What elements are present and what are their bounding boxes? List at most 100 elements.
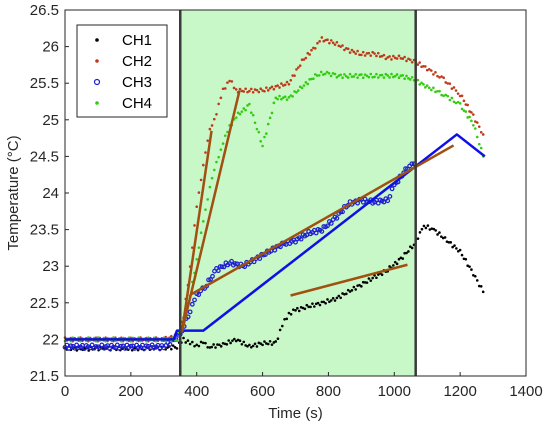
data-point <box>204 341 207 345</box>
data-point <box>460 107 464 111</box>
data-point <box>470 119 473 123</box>
data-point <box>270 85 274 89</box>
data-point <box>436 89 439 93</box>
data-point <box>261 343 264 347</box>
data-point <box>363 281 367 284</box>
data-point <box>265 86 268 89</box>
data-point <box>438 231 441 234</box>
data-point <box>434 229 437 232</box>
data-point <box>448 98 452 102</box>
data-point <box>231 339 234 342</box>
data-point <box>416 63 420 66</box>
data-point <box>304 81 308 84</box>
data-point <box>393 74 397 78</box>
data-point <box>297 89 300 92</box>
data-point <box>287 95 291 99</box>
data-point <box>380 54 384 58</box>
data-point <box>470 111 473 114</box>
data-point <box>325 70 329 74</box>
data-point <box>283 83 287 87</box>
data-point <box>307 305 310 309</box>
data-point <box>206 346 209 349</box>
x-axis: 0 200 400 600 800 1000 1200 1400 <box>61 372 543 400</box>
data-point <box>341 44 344 47</box>
data-point <box>272 87 276 91</box>
data-point <box>422 83 425 86</box>
data-point <box>300 58 304 62</box>
data-point <box>234 339 238 343</box>
data-point <box>392 264 395 267</box>
data-point <box>214 346 217 349</box>
data-point <box>107 346 112 351</box>
data-point <box>397 54 401 58</box>
data-point <box>401 257 405 260</box>
data-point <box>450 87 454 90</box>
data-point <box>473 127 477 130</box>
data-point <box>403 55 406 59</box>
data-point <box>363 73 367 76</box>
x-tick-label: 800 <box>316 383 341 400</box>
data-point <box>276 337 280 341</box>
data-point <box>410 60 414 64</box>
data-point <box>219 345 223 348</box>
data-point <box>345 74 348 78</box>
data-point <box>255 127 259 131</box>
data-point <box>382 76 386 79</box>
data-point <box>167 342 173 347</box>
data-point <box>352 75 356 78</box>
data-point <box>197 191 201 194</box>
data-point <box>244 87 247 91</box>
data-point <box>438 76 441 79</box>
data-point <box>333 43 337 46</box>
data-point <box>458 94 462 98</box>
data-point <box>313 305 316 308</box>
data-point <box>388 76 391 79</box>
data-point <box>365 281 369 284</box>
data-point <box>424 86 427 89</box>
data-point <box>276 97 279 101</box>
data-point <box>358 53 361 57</box>
data-point <box>408 78 412 81</box>
y-tick-label: 21.5 <box>30 368 59 385</box>
data-point <box>212 168 216 172</box>
data-point <box>308 53 311 56</box>
data-point <box>268 86 272 90</box>
data-point <box>251 344 255 348</box>
data-point <box>255 88 259 92</box>
data-point <box>449 241 453 244</box>
fit-line <box>65 133 486 341</box>
data-point <box>369 72 373 76</box>
data-point <box>246 344 249 348</box>
data-point <box>422 64 425 68</box>
x-axis-label: Time (s) <box>268 405 322 422</box>
data-point <box>360 285 363 288</box>
data-point <box>240 110 244 113</box>
data-point <box>436 233 439 236</box>
data-point <box>306 51 310 55</box>
data-point <box>405 251 408 255</box>
data-point <box>432 73 435 76</box>
data-point <box>292 308 295 311</box>
data-point <box>319 229 325 234</box>
data-point <box>452 100 456 104</box>
data-point <box>186 339 190 342</box>
data-point <box>270 111 274 115</box>
data-point <box>175 347 179 350</box>
data-point <box>302 58 306 61</box>
data-point <box>464 110 468 113</box>
data-point <box>202 341 205 345</box>
data-point <box>352 50 356 54</box>
data-point <box>89 342 95 348</box>
data-point <box>361 50 365 54</box>
data-point <box>259 87 262 91</box>
data-point <box>371 276 374 280</box>
data-point <box>295 91 298 94</box>
x-tick-label: 400 <box>184 383 209 400</box>
data-point <box>348 290 352 293</box>
y-tick-label: 25.5 <box>30 75 59 92</box>
fit-line <box>191 144 455 296</box>
data-point <box>418 61 421 64</box>
data-point <box>298 85 302 89</box>
data-point <box>405 74 408 78</box>
